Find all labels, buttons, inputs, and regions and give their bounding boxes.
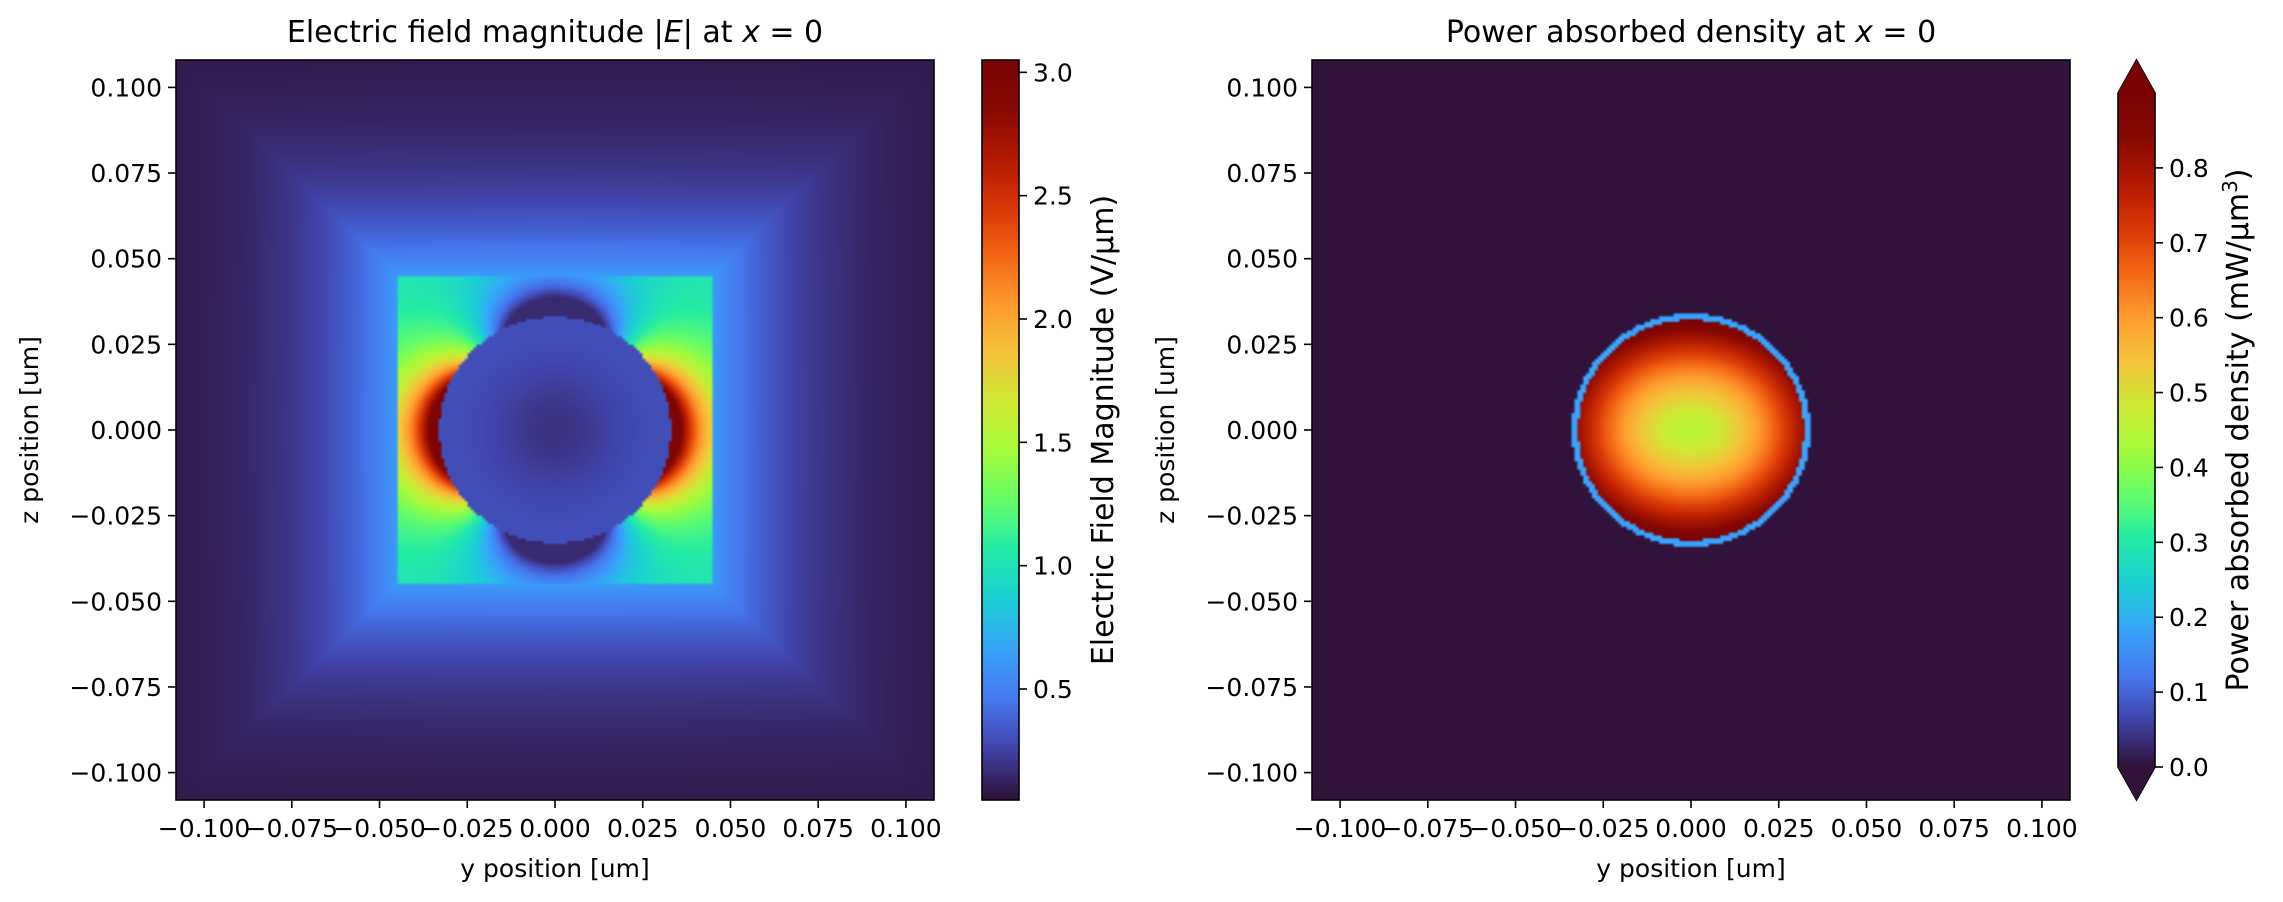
colorbar-tick-label: 3.0 [1033,58,1073,87]
y-tick-label: 0.100 [1226,73,1298,102]
y-tick-label: −0.050 [1205,587,1298,616]
x-tick-label: −0.075 [1382,814,1475,843]
power-colorbar-extend-max [2118,60,2155,93]
y-tick-label: −0.025 [69,502,162,531]
x-tick-label: −0.100 [1294,814,1387,843]
colorbar-tick-label: 0.5 [2169,379,2209,408]
x-tick-label: 0.100 [2006,814,2078,843]
y-tick-label: −0.075 [1205,673,1298,702]
power-y-ticks: 0.100 0.075 0.050 0.025 0.000 −0.025 −0.050 −0.… [1205,73,1312,788]
efield-panel: Electric field magnitude |E| at x = 0 −0… [15,15,1121,883]
power-x-axis-label: y position [um] [1596,854,1785,883]
x-tick-label: 0.025 [607,814,679,843]
colorbar-tick-label: 1.5 [1033,428,1073,457]
y-tick-label: 0.075 [90,159,162,188]
colorbar-tick-label: 0.5 [1033,675,1073,704]
colorbar-tick-label: 0.8 [2169,154,2209,183]
y-tick-label: 0.000 [90,416,162,445]
x-tick-label: 0.000 [1655,814,1727,843]
efield-chart-title: Electric field magnitude |E| at x = 0 [287,15,823,50]
colorbar-tick-label: 0.3 [2169,528,2209,557]
x-tick-label: 0.050 [695,814,767,843]
efield-colorbar-frame [981,59,1020,801]
efield-x-ticks: −0.100−0.075−0.050−0.025 0.000 0.025 0.050 0… [158,800,942,843]
colorbar-tick-label: 0.2 [2169,603,2209,632]
x-tick-label: 0.075 [782,814,854,843]
power-panel: Power absorbed density at x = 0 −0.100−0… [1151,15,2256,883]
y-tick-label: 0.000 [1226,416,1298,445]
power-heatmap [1312,60,2070,800]
efield-colorbar-ticks: 0.5 1.0 1.5 2.0 2.5 3.0 [1019,58,1073,704]
y-tick-label: 0.050 [90,245,162,274]
power-y-axis-label: z position [um] [1151,336,1180,524]
colorbar-tick-label: 0.7 [2169,229,2209,258]
power-colorbar-ticks: 0.0 0.1 0.2 0.3 0.4 0.5 0.6 0.7 0.8 [2155,154,2209,782]
x-tick-label: −0.075 [246,814,339,843]
x-tick-label: −0.100 [158,814,251,843]
y-tick-label: −0.075 [69,673,162,702]
x-tick-label: 0.025 [1743,814,1815,843]
efield-y-ticks: 0.100 0.075 0.050 0.025 0.000 −0.025 −0.050 −0.… [69,73,176,788]
y-tick-label: −0.100 [69,759,162,788]
x-tick-label: 0.100 [870,814,942,843]
x-tick-label: −0.050 [1469,814,1562,843]
colorbar-tick-label: 0.0 [2169,753,2209,782]
y-tick-label: 0.025 [1226,330,1298,359]
x-tick-label: −0.050 [333,814,426,843]
x-tick-label: −0.025 [421,814,514,843]
efield-colorbar-label: Electric Field Magnitude (V/μm) [1086,195,1121,665]
colorbar-tick-label: 0.6 [2169,304,2209,333]
efield-colorbar [982,60,1019,800]
x-tick-label: −0.025 [1557,814,1650,843]
colorbar-tick-label: 0.1 [2169,678,2209,707]
efield-y-axis-label: z position [um] [15,336,44,524]
y-tick-label: 0.075 [1226,159,1298,188]
y-tick-label: 0.050 [1226,245,1298,274]
power-colorbar [2118,93,2155,767]
colorbar-tick-label: 2.0 [1033,305,1073,334]
colorbar-tick-label: 2.5 [1033,182,1073,211]
y-tick-label: 0.100 [90,73,162,102]
power-chart-title: Power absorbed density at x = 0 [1446,15,1936,50]
power-colorbar-label: Power absorbed density (mW/μm3) [2218,168,2256,691]
x-tick-label: 0.075 [1918,814,1990,843]
y-tick-label: −0.050 [69,587,162,616]
y-tick-label: 0.025 [90,330,162,359]
x-tick-label: 0.050 [1831,814,1903,843]
power-x-ticks: −0.100−0.075−0.050−0.025 0.000 0.025 0.050 0… [1294,800,2078,843]
colorbar-tick-label: 0.4 [2169,453,2209,482]
power-colorbar-extend-min [2118,767,2155,800]
y-tick-label: −0.100 [1205,759,1298,788]
colorbar-tick-label: 1.0 [1033,552,1073,581]
efield-x-axis-label: y position [um] [460,854,649,883]
y-tick-label: −0.025 [1205,502,1298,531]
x-tick-label: 0.000 [519,814,591,843]
efield-heatmap [176,60,934,800]
